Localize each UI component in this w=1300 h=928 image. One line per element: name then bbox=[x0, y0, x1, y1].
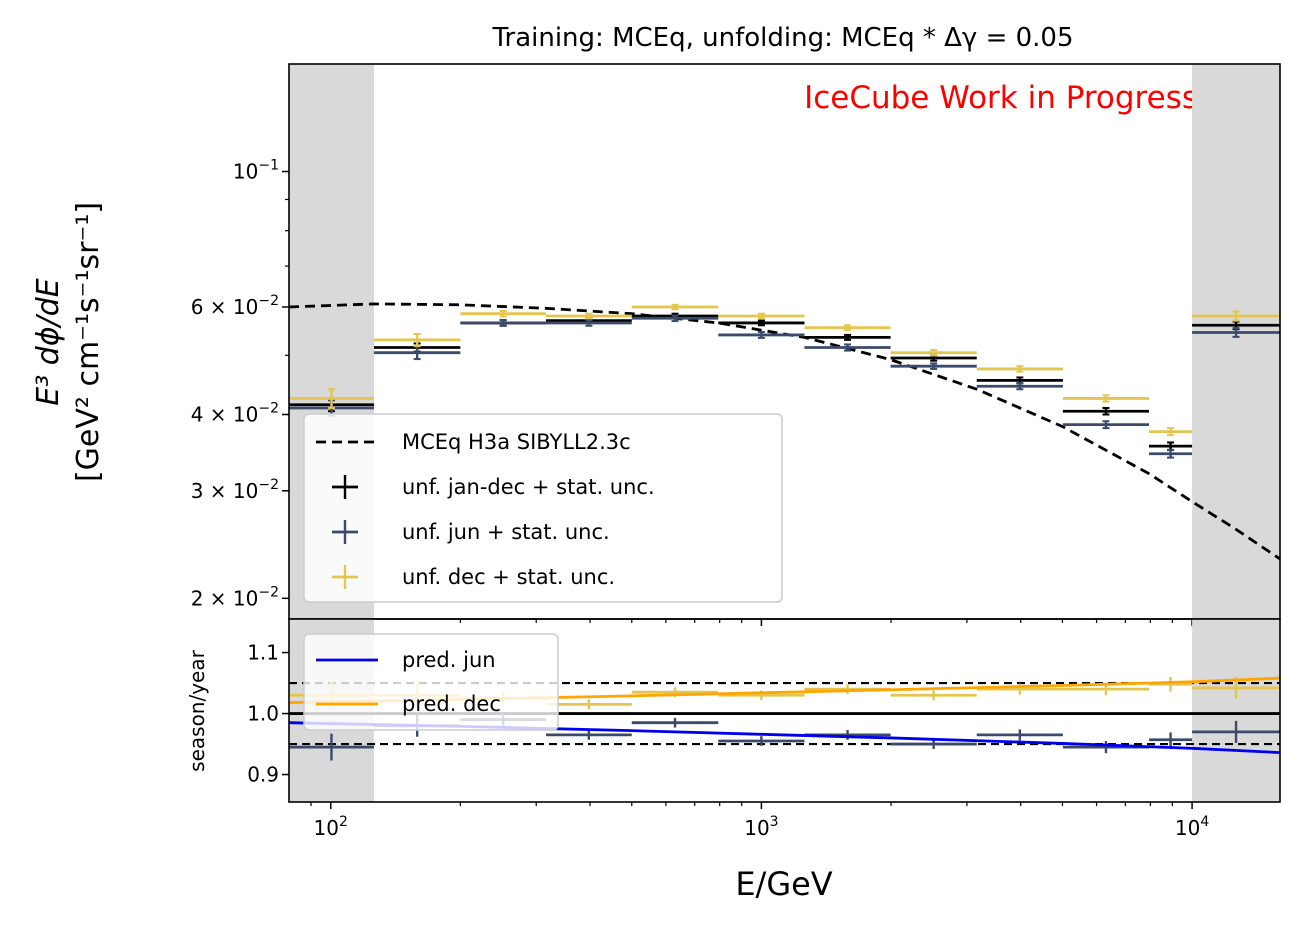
legend-label: unf. jun + stat. unc. bbox=[402, 520, 610, 544]
legend-label: unf. dec + stat. unc. bbox=[402, 565, 615, 589]
ratio-legend-label: pred. dec bbox=[402, 692, 501, 716]
y-tick-label: 3 × 10−2 bbox=[191, 477, 279, 503]
y-tick-label: 6 × 10−2 bbox=[191, 293, 279, 319]
legend-box bbox=[303, 413, 783, 603]
x-tick-label: 102 bbox=[314, 814, 348, 840]
legend-label: unf. jan-dec + stat. unc. bbox=[402, 475, 655, 499]
shaded-region bbox=[1192, 619, 1280, 802]
chart-title: Training: MCEq, unfolding: MCEq * Δγ = 0… bbox=[491, 23, 1073, 53]
x-tick-label: 103 bbox=[744, 814, 778, 840]
ratio-panel: 102 103 104 1.1 1.0 0.9 pred. jun pred. dec bbox=[247, 618, 1281, 840]
ratio-y-axis-label: season/year bbox=[185, 649, 209, 771]
x-axis-label: E/GeV bbox=[735, 865, 832, 903]
ratio-y-tick-label: 1.1 bbox=[247, 641, 279, 665]
shaded-region bbox=[1192, 64, 1280, 619]
x-tick-label: 104 bbox=[1175, 814, 1209, 840]
flux-panel: 10−1 6 × 10−2 4 × 10−2 3 × 10−2 2 × 10−2 MCEq… bbox=[191, 63, 1281, 626]
y-tick-label: 2 × 10−2 bbox=[191, 584, 279, 610]
ratio-legend-box bbox=[303, 633, 559, 731]
x-axis-label-text: E/GeV bbox=[735, 865, 832, 903]
y-tick-label: 4 × 10−2 bbox=[191, 401, 279, 427]
y-axis-label-line1: E³ dϕ/dE bbox=[31, 278, 66, 406]
legend: MCEq H3a SIBYLL2.3c unf. jan-dec + stat. … bbox=[303, 413, 783, 603]
ratio-y-tick-label: 0.9 bbox=[247, 763, 279, 787]
watermark-text: IceCube Work in Progress bbox=[804, 80, 1198, 116]
ratio-y-tick-label: 1.0 bbox=[247, 702, 279, 726]
y-axis-label-line2: [GeV² cm⁻¹s⁻¹sr⁻¹] bbox=[71, 202, 106, 482]
y-tick-label: 10−1 bbox=[233, 158, 279, 184]
legend-label: MCEq H3a SIBYLL2.3c bbox=[402, 430, 631, 454]
ratio-legend-label: pred. jun bbox=[402, 648, 496, 672]
ratio-legend: pred. jun pred. dec bbox=[303, 633, 559, 731]
y-axis-label: E³ dϕ/dE [GeV² cm⁻¹s⁻¹sr⁻¹] bbox=[31, 202, 106, 482]
ratio-panel-frame bbox=[288, 618, 1281, 803]
